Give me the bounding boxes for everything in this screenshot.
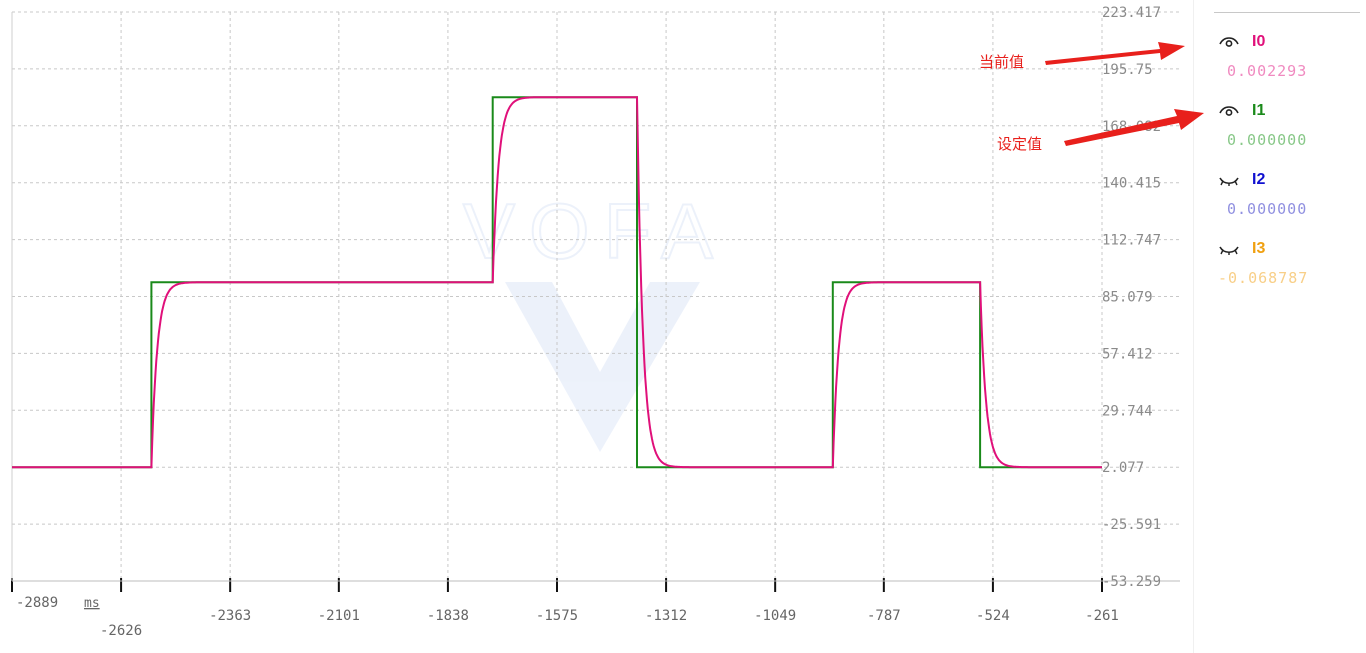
x-tick-label: -1838 bbox=[427, 608, 469, 624]
y-tick-label: 112.747 bbox=[1102, 233, 1161, 249]
watermark: VOFA bbox=[462, 186, 727, 452]
x-tick-label: -1575 bbox=[536, 608, 578, 624]
legend-label-i0: I0 bbox=[1252, 33, 1266, 50]
x-axis: -2889 -2626 -2363 -2101 -1838 -1575 -1312 -1049… bbox=[11, 12, 1180, 639]
series-group bbox=[12, 96, 1102, 469]
x-tick-label: -2626 bbox=[100, 623, 142, 639]
eye-open-icon[interactable] bbox=[1218, 104, 1240, 118]
y-tick-label: 223.417 bbox=[1102, 5, 1161, 21]
y-tick-label: 195.75 bbox=[1102, 62, 1153, 78]
legend-value-i3: -0.068787 bbox=[1218, 269, 1309, 287]
legend-label-i3: I3 bbox=[1252, 240, 1266, 257]
legend-item-i2[interactable]: I2 bbox=[1218, 171, 1265, 189]
legend-item-i1[interactable]: I1 bbox=[1218, 102, 1265, 120]
x-tick-label: -2101 bbox=[318, 608, 360, 624]
legend-value-i0: 0.002293 bbox=[1227, 62, 1308, 80]
x-tick-label: -261 bbox=[1085, 608, 1119, 624]
y-tick-label: 168.082 bbox=[1102, 119, 1161, 135]
watermark-v-logo bbox=[505, 282, 700, 452]
x-tick-label: -2889 bbox=[16, 595, 58, 611]
legend-value-i2: 0.000000 bbox=[1227, 200, 1308, 218]
x-tick-label: -1312 bbox=[645, 608, 687, 624]
y-tick-label: -53.259 bbox=[1102, 574, 1161, 590]
y-tick-label: 57.412 bbox=[1102, 346, 1153, 362]
y-tick-label: 85.079 bbox=[1102, 290, 1153, 306]
series-line-i1 bbox=[12, 96, 1102, 469]
y-tick-label: 140.415 bbox=[1102, 176, 1161, 192]
legend-label-i1: I1 bbox=[1252, 102, 1266, 119]
x-tick-label: -1049 bbox=[754, 608, 796, 624]
eye-closed-icon[interactable] bbox=[1218, 173, 1240, 187]
y-tick-label: 29.744 bbox=[1102, 403, 1153, 419]
series-line-i0 bbox=[12, 96, 1102, 469]
y-tick-label: 2.077 bbox=[1102, 460, 1144, 476]
eye-closed-icon[interactable] bbox=[1218, 242, 1240, 256]
legend-item-i3[interactable]: I3 bbox=[1218, 240, 1265, 258]
x-tick-label: -2363 bbox=[209, 608, 251, 624]
x-tick-label: -524 bbox=[976, 608, 1010, 624]
legend-panel: I0 0.002293 I1 0.000000 I2 0.000000 I3 -… bbox=[1193, 0, 1366, 653]
legend-value-i1: 0.000000 bbox=[1227, 131, 1308, 149]
eye-open-icon[interactable] bbox=[1218, 35, 1240, 49]
x-unit-label: ms bbox=[84, 596, 100, 611]
y-tick-label: -25.591 bbox=[1102, 517, 1161, 533]
legend-divider bbox=[1214, 12, 1360, 13]
watermark-text: VOFA bbox=[463, 187, 727, 275]
legend-item-i0[interactable]: I0 bbox=[1218, 33, 1265, 51]
x-tick-label: -787 bbox=[867, 608, 901, 624]
y-axis: 223.417 195.75 168.082 140.415 112.747 8… bbox=[1102, 5, 1161, 590]
plot-area[interactable]: VOFA -2889 -2626 -2363 -2101 -1838 -1575 -1312… bbox=[0, 0, 1193, 653]
legend-label-i2: I2 bbox=[1252, 171, 1266, 188]
